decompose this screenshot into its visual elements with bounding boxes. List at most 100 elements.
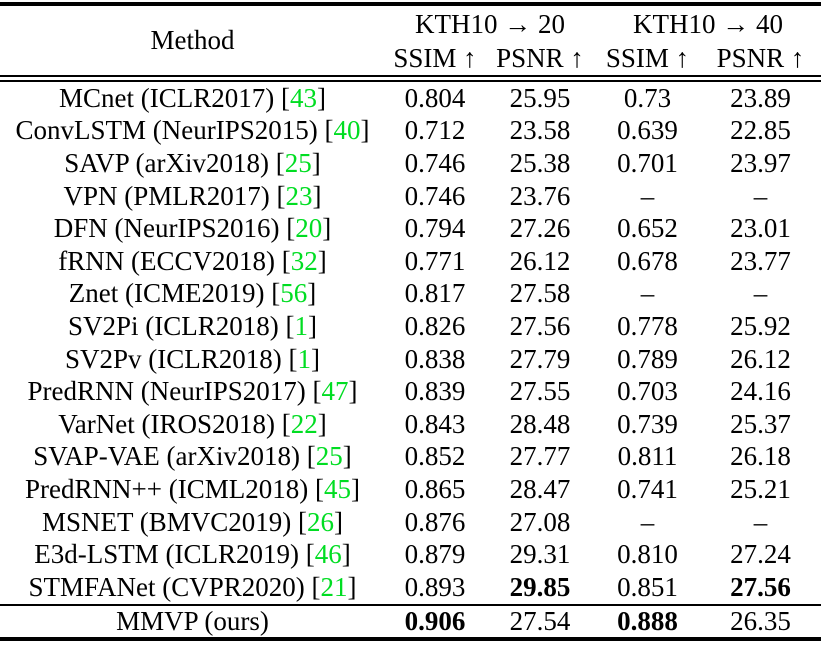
citation-link[interactable]: 21 <box>320 571 348 602</box>
psnr-10-20-cell: 23.76 <box>509 180 571 211</box>
ssim-10-20-cell: 0.843 <box>404 408 466 439</box>
ssim-10-20-cell: 0.852 <box>404 441 466 472</box>
ssim-10-40-cell: 0.652 <box>617 213 678 244</box>
header-metric-row: SSIM ↑ PSNR ↑ SSIM ↑ PSNR ↑ <box>0 42 821 76</box>
ssim-10-40-cell: 0.703 <box>617 376 678 407</box>
ssim-10-20-cell: 0.771 <box>404 245 466 276</box>
psnr-10-40-cell: 26.35 <box>700 603 821 639</box>
ssim-10-40-cell: 0.701 <box>617 147 678 178</box>
psnr-10-20-cell: 27.54 <box>485 603 595 639</box>
method-cell: PredRNN (NeurIPS2017) [47] <box>27 376 358 407</box>
citation-link[interactable]: 23 <box>285 180 313 211</box>
table-row: SV2Pv (ICLR2018) [1] 0.838 27.79 0.789 26.12 <box>0 343 821 376</box>
ssim-10-20-cell: 0.838 <box>404 343 466 374</box>
table-row: E3d-LSTM (ICLR2019) [46] 0.879 29.31 0.810 2… <box>0 538 821 571</box>
ssim-10-40-cell: 0.851 <box>617 571 678 602</box>
table-row: Znet (ICME2019) [56] 0.817 27.58 – – <box>0 278 821 311</box>
citation-link[interactable]: 46 <box>314 539 342 570</box>
psnr-10-40-cell: 26.18 <box>730 441 791 472</box>
psnr-10-40-cell: 23.01 <box>730 213 791 244</box>
table-row: VarNet (IROS2018) [22] 0.843 28.48 0.739 25.… <box>0 408 821 441</box>
citation-link[interactable]: 26 <box>307 506 335 537</box>
psnr-10-20-cell: 25.95 <box>509 82 571 113</box>
psnr-10-40-cell: 25.21 <box>730 473 791 504</box>
table-row: fRNN (ECCV2018) [32] 0.771 26.12 0.678 23.77 <box>0 245 821 278</box>
method-cell: fRNN (ECCV2018) [32] <box>58 245 327 276</box>
ssim-10-20-cell: 0.865 <box>404 473 466 504</box>
psnr-10-20-cell: 27.56 <box>509 310 571 341</box>
group-header-kth10-40: KTH10 → 40 <box>633 8 783 39</box>
method-cell: MSNET (BMVC2019) [26] <box>41 506 344 537</box>
citation-link[interactable]: 32 <box>290 245 318 276</box>
subheader-psnr-10-40: PSNR ↑ <box>716 43 805 73</box>
method-cell: STMFANet (CVPR2020) [21] <box>28 571 357 602</box>
citation-link[interactable]: 25 <box>284 147 312 178</box>
ssim-10-20-cell: 0.746 <box>404 147 466 178</box>
psnr-10-40-cell: – <box>753 506 768 537</box>
psnr-10-20-cell: 27.77 <box>509 441 571 472</box>
citation-link[interactable]: 43 <box>289 82 317 113</box>
ssim-10-20-cell: 0.839 <box>404 376 466 407</box>
subheader-psnr-10-20: PSNR ↑ <box>496 43 584 73</box>
psnr-10-40-cell: – <box>753 278 768 309</box>
method-cell: SV2Pi (ICLR2018) [1] <box>67 310 317 341</box>
psnr-10-20-cell: 28.47 <box>509 473 571 504</box>
psnr-10-40-cell: 23.89 <box>730 82 791 113</box>
subheader-ssim-10-20: SSIM ↑ <box>393 43 477 73</box>
ssim-10-20-cell: 0.794 <box>404 213 466 244</box>
citation-link[interactable]: 40 <box>333 115 361 146</box>
citation-link[interactable]: 1 <box>297 343 312 374</box>
table-row-ours: MMVP (ours) 0.906 27.54 0.888 26.35 <box>0 603 821 639</box>
citation-link[interactable]: 1 <box>294 310 309 341</box>
table-row: SVAP-VAE (arXiv2018) [25] 0.852 27.77 0.811… <box>0 441 821 474</box>
table-body: MCnet (ICLR2017) [43] 0.804 25.95 0.73 23.89… <box>0 81 821 639</box>
psnr-10-20-cell: 27.55 <box>509 376 571 407</box>
citation-link[interactable]: 56 <box>280 278 308 309</box>
citation-link[interactable]: 22 <box>290 408 318 439</box>
method-cell: MMVP (ours) <box>0 603 385 639</box>
table-row: ConvLSTM (NeurIPS2015) [40] 0.712 23.58 0.6… <box>0 115 821 148</box>
psnr-10-40-cell: 25.92 <box>730 310 791 341</box>
method-cell: DFN (NeurIPS2016) [20] <box>53 213 332 244</box>
ssim-10-40-cell: 0.739 <box>617 408 678 439</box>
table-row: STMFANet (CVPR2020) [21] 0.893 29.85 0.851 2… <box>0 571 821 605</box>
method-cell: SV2Pv (ICLR2018) [1] <box>64 343 320 374</box>
ssim-10-40-cell: 0.73 <box>623 82 672 113</box>
citation-link[interactable]: 20 <box>295 213 323 244</box>
ssim-10-40-cell: – <box>640 506 655 537</box>
psnr-10-40-cell: 26.12 <box>730 343 791 374</box>
method-cell: Znet (ICME2019) [56] <box>68 278 317 309</box>
psnr-10-20-cell: 26.12 <box>509 245 571 276</box>
citation-link[interactable]: 45 <box>323 473 351 504</box>
psnr-10-20-cell: 29.85 <box>509 571 571 602</box>
table-row: PredRNN (NeurIPS2017) [47] 0.839 27.55 0.70… <box>0 375 821 408</box>
psnr-10-40-cell: 23.97 <box>730 147 791 178</box>
psnr-10-40-cell: 23.77 <box>730 245 791 276</box>
psnr-10-20-cell: 25.38 <box>509 147 571 178</box>
method-cell: ConvLSTM (NeurIPS2015) [40] <box>15 115 370 146</box>
ssim-10-40-cell: 0.778 <box>617 310 678 341</box>
ssim-10-20-cell: 0.876 <box>404 506 466 537</box>
table-row: MCnet (ICLR2017) [43] 0.804 25.95 0.73 23.89 <box>0 81 821 115</box>
method-cell: PredRNN++ (ICML2018) [45] <box>25 473 360 504</box>
psnr-10-40-cell: 27.56 <box>730 571 791 602</box>
table-row: PredRNN++ (ICML2018) [45] 0.865 28.47 0.741… <box>0 473 821 506</box>
ssim-10-20-cell: 0.746 <box>404 180 466 211</box>
double-rule <box>0 75 821 82</box>
psnr-10-20-cell: 27.26 <box>509 213 571 244</box>
psnr-10-40-cell: 25.37 <box>730 408 791 439</box>
citation-link[interactable]: 47 <box>321 376 349 407</box>
method-cell: SVAP-VAE (arXiv2018) [25] <box>33 441 352 472</box>
method-cell: MCnet (ICLR2017) [43] <box>59 82 326 113</box>
psnr-10-20-cell: 27.08 <box>509 506 571 537</box>
table-row: SV2Pi (ICLR2018) [1] 0.826 27.56 0.778 25.92 <box>0 310 821 343</box>
method-cell: E3d-LSTM (ICLR2019) [46] <box>34 539 351 570</box>
group-header-kth10-20: KTH10 → 20 <box>415 8 565 39</box>
ssim-10-20-cell: 0.893 <box>404 571 466 602</box>
subheader-ssim-10-40: SSIM ↑ <box>605 43 690 73</box>
psnr-10-40-cell: 27.24 <box>730 539 791 570</box>
psnr-10-20-cell: 27.79 <box>509 343 571 374</box>
citation-link[interactable]: 25 <box>315 441 343 472</box>
ssim-10-40-cell: 0.811 <box>617 441 678 472</box>
